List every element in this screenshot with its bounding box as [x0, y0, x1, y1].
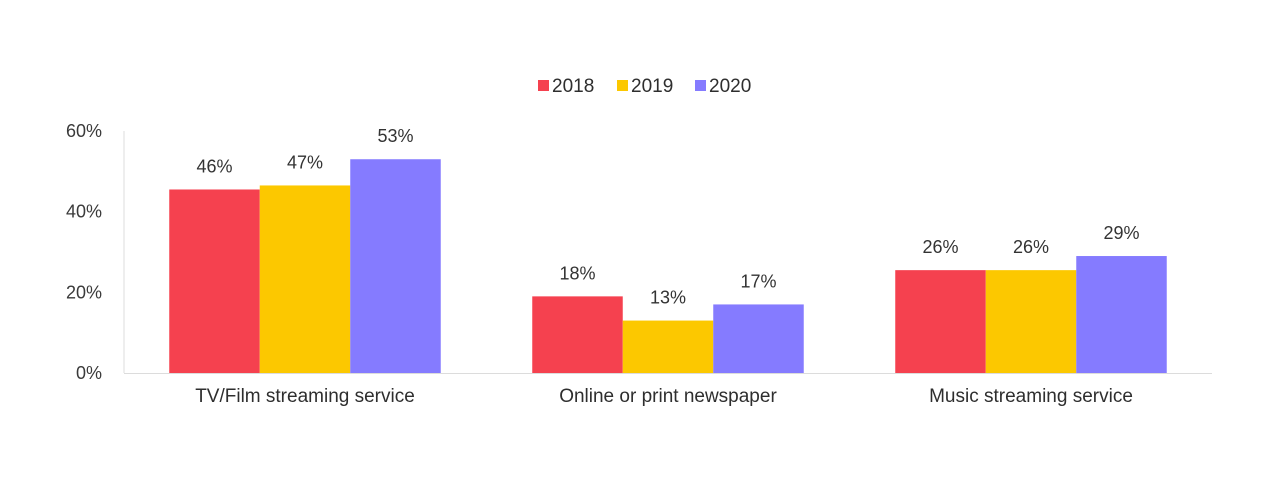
data-label: 46%: [196, 156, 232, 176]
y-tick-label: 60%: [66, 121, 102, 141]
bars: [169, 159, 1167, 373]
y-tick-label: 0%: [76, 363, 102, 383]
legend-swatch-2018: [538, 80, 549, 91]
x-category-label: Online or print newspaper: [559, 386, 777, 407]
legend: 2018 2019 2020: [538, 76, 751, 97]
bar-2019: [259, 185, 351, 373]
legend-label: 2018: [552, 76, 594, 97]
data-label: 26%: [1013, 237, 1049, 257]
bar-2018: [169, 189, 260, 373]
y-tick-label: 20%: [66, 282, 102, 302]
data-label: 53%: [377, 126, 413, 146]
bar-2018: [895, 270, 986, 373]
bar-2018: [532, 296, 623, 373]
bar-2020: [1076, 256, 1167, 373]
legend-swatch-2020: [695, 80, 706, 91]
data-label: 47%: [287, 152, 323, 172]
y-tick-label: 40%: [66, 202, 102, 222]
x-axis: TV/Film streaming service Online or print…: [124, 373, 1212, 407]
legend-swatch-2019: [617, 80, 628, 91]
data-label: 26%: [922, 237, 958, 257]
data-label: 29%: [1103, 223, 1139, 243]
data-label: 18%: [559, 263, 595, 283]
bar-2019: [622, 320, 714, 373]
bar-2020: [350, 159, 441, 373]
y-axis: 0% 20% 40% 60%: [66, 121, 125, 383]
data-label: 17%: [740, 271, 776, 291]
x-category-label: Music streaming service: [929, 386, 1133, 407]
bar-2019: [985, 270, 1077, 373]
legend-label: 2019: [631, 76, 673, 97]
bar-2020: [713, 304, 804, 373]
data-label: 13%: [650, 288, 686, 308]
x-category-label: TV/Film streaming service: [195, 386, 415, 407]
data-labels: 46% 18% 26% 47% 13% 26% 53% 17% 29%: [196, 126, 1139, 307]
legend-label: 2020: [709, 76, 751, 97]
